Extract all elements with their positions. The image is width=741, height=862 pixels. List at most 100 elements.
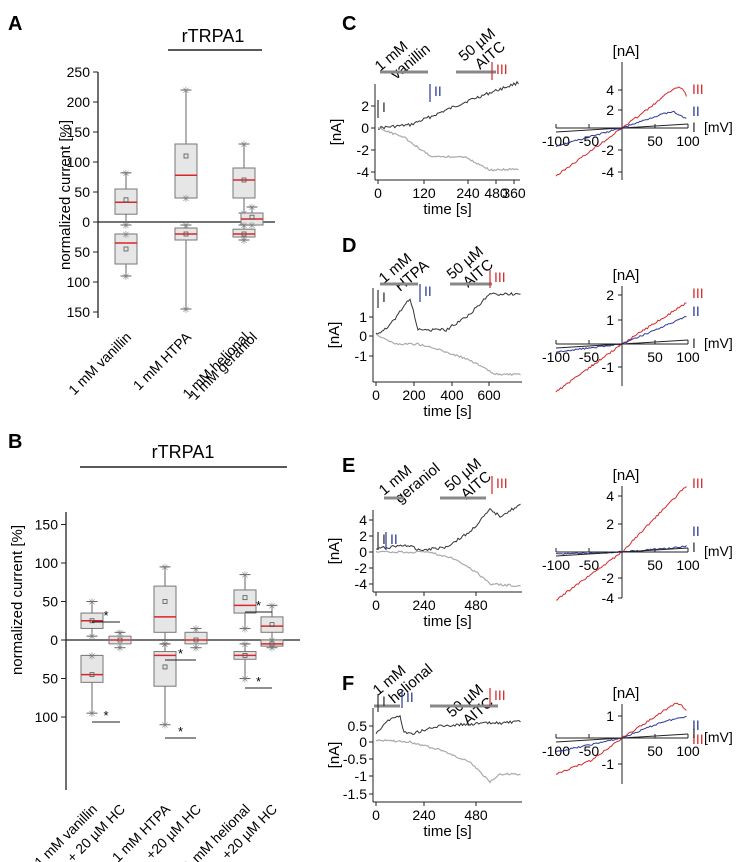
- trace-y-tick-label: 0: [359, 328, 367, 344]
- iv-curve-II: [555, 715, 687, 752]
- outlier-mark: ✳: [161, 563, 169, 574]
- marker-label: I: [382, 289, 386, 305]
- marker-label: II: [406, 689, 414, 705]
- y-tick-label: 150: [35, 517, 59, 533]
- iv-x-tick-label: 100: [676, 133, 700, 149]
- trace-y-tick-label: 0: [359, 544, 367, 560]
- iv-y-tick-label: 2: [606, 102, 614, 118]
- trace-x-tick-label: 0: [372, 597, 380, 613]
- box-mean: [242, 595, 248, 601]
- box-iqr: [153, 585, 177, 633]
- iv-curve-II: [555, 110, 687, 148]
- panel-letter-d: D: [342, 235, 356, 257]
- panel-b-ylabel: normalized current [%]: [9, 525, 26, 675]
- trace-inward-current: [377, 127, 519, 172]
- trace-x-tick-label: 600: [477, 387, 501, 403]
- significance-star: *: [256, 674, 261, 689]
- y-tick-label: 0: [82, 214, 90, 230]
- marker-label: I: [382, 99, 386, 115]
- box-mean: [269, 641, 275, 647]
- iv-x-tick-label: -50: [579, 557, 599, 573]
- box-mean: [242, 653, 248, 658]
- iv-curve-label: I: [692, 725, 696, 741]
- iv-y-tick-label: -2: [602, 570, 615, 586]
- panel-a-ylabel: normalized current [%]: [57, 120, 74, 270]
- iv-x-tick-label: 50: [647, 557, 663, 573]
- trace-y-tick-label: 2: [361, 98, 369, 114]
- box-mean: [249, 214, 255, 220]
- iv-curve-III: [555, 86, 687, 177]
- outlier-mark: ✳: [122, 272, 130, 283]
- trace-x-tick-label: 400: [440, 387, 464, 403]
- trace-y-tick-label: -2: [357, 142, 370, 158]
- iv-curve-label: III: [692, 731, 704, 747]
- iv-curve-I: [555, 339, 689, 349]
- trace-x-tick-label: 240: [456, 185, 480, 201]
- panel-letter-c: C: [342, 13, 356, 35]
- box-mean: [269, 622, 275, 627]
- trace-x-tick-label: 480: [484, 185, 508, 201]
- significance-star: *: [178, 724, 183, 739]
- box-iqr: [232, 228, 256, 238]
- trace-x-tick-label: 0: [374, 185, 382, 201]
- marker-label: II: [434, 83, 442, 99]
- iv-x-tick-label: -50: [579, 743, 599, 759]
- trace-x-tick-label: 480: [464, 807, 488, 823]
- box-mean: [89, 618, 95, 624]
- iv-y-tick-label: 2: [606, 287, 614, 303]
- iv-y-tick-label: 4: [606, 82, 614, 98]
- iv-curve-II: [555, 545, 687, 555]
- trace-x-tick-label: 200: [402, 387, 426, 403]
- trace-y-tick-label: -1: [355, 768, 368, 784]
- trace-ylabel: [nA]: [326, 322, 343, 349]
- iv-ylabel: [nA]: [613, 43, 640, 60]
- iv-y-tick-label: -1: [602, 756, 615, 772]
- significance-star: *: [256, 598, 261, 613]
- outlier-mark: ✳: [241, 624, 249, 635]
- outlier-mark: ✳: [240, 140, 248, 151]
- y-tick-label: 100: [35, 555, 59, 571]
- iv-curve-label: III: [692, 475, 704, 491]
- box-mean: [117, 637, 123, 643]
- iv-y-tick-label: 1: [606, 708, 614, 724]
- trace-outward-current: [375, 714, 521, 736]
- y-tick-label: 50: [42, 594, 58, 610]
- trace-ylabel: [nA]: [326, 742, 343, 769]
- outlier-mark: ✳: [88, 632, 96, 643]
- trace-y-tick-label: 4: [359, 512, 367, 528]
- trace-y-tick-label: -0.5: [343, 751, 367, 767]
- box-iqr: [80, 654, 104, 683]
- trace-ylabel: [nA]: [328, 119, 345, 146]
- iv-x-tick-label: 100: [676, 743, 700, 759]
- outlier-mark: ✳: [116, 628, 124, 639]
- outlier-mark: ✳: [161, 721, 169, 732]
- iv-ylabel: [nA]: [613, 267, 640, 284]
- trace-xlabel: time [s]: [423, 201, 471, 218]
- box-iqr: [114, 233, 138, 265]
- iv-curve-label: I: [692, 539, 696, 555]
- box-mean: [123, 246, 129, 252]
- box-mean: [183, 153, 189, 159]
- y-tick-label: 200: [67, 94, 91, 110]
- trace-inward-current: [375, 333, 521, 377]
- marker-label: III: [494, 269, 506, 285]
- trace-x-tick-label: 480: [464, 597, 488, 613]
- iv-x-tick-label: 50: [647, 743, 663, 759]
- trace-ylabel: [nA]: [326, 538, 343, 565]
- y-tick-label: 0: [50, 632, 58, 648]
- panel-a: A rTRPA1 25020015010050050100150✳✳✳✳✳✳✳✳…: [8, 13, 275, 403]
- y-tick-label: 100: [67, 274, 91, 290]
- iv-xlabel: [mV]: [704, 543, 733, 559]
- iv-x-tick-label: -50: [579, 133, 599, 149]
- trace-x-tick-label: 0: [372, 807, 380, 823]
- outlier-mark: ✳: [240, 236, 248, 247]
- outlier-mark: ✳: [88, 709, 96, 720]
- y-tick-label: 50: [42, 671, 58, 687]
- iv-x-tick-label: -100: [542, 557, 570, 573]
- outlier-mark: ✳: [248, 221, 256, 232]
- iv-curve-label: I: [692, 119, 696, 135]
